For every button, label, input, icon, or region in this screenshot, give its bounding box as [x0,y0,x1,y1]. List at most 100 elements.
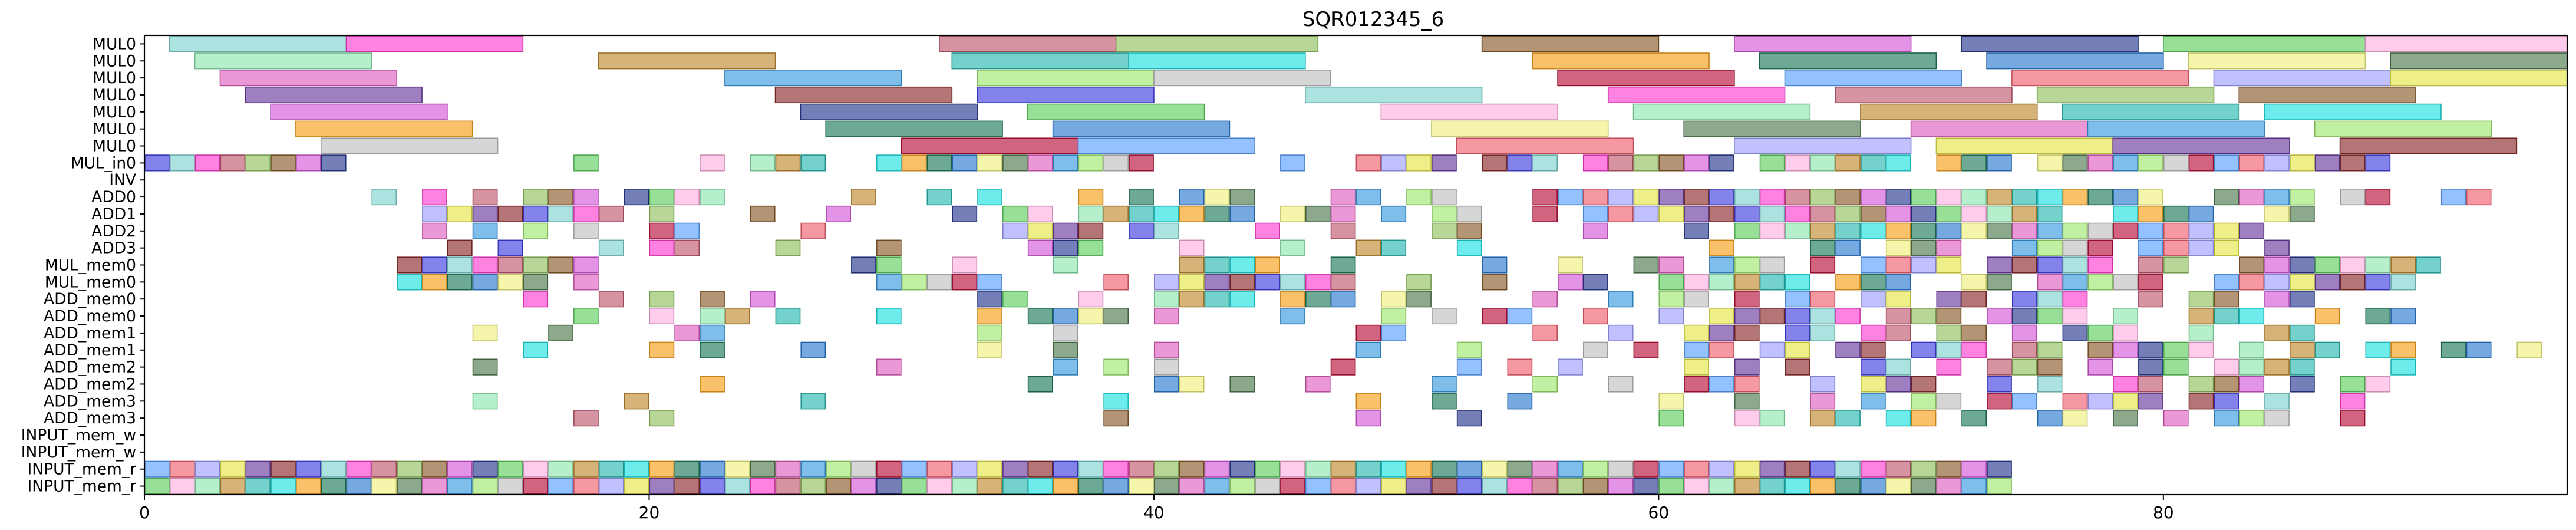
slot-row-25-21 [674,460,700,478]
slot-row-18-92 [2466,341,2492,358]
slot-row-13-28 [851,256,876,274]
slot-row-15-40 [1153,291,1179,308]
slot-row-10-78 [2113,205,2138,223]
slot-row-26-34 [1002,478,1028,495]
slot-row-7-84 [2264,154,2290,172]
bar-row-0-1 [345,35,524,52]
slot-row-11-79 [2138,222,2163,239]
slot-row-12-35 [1027,239,1053,256]
slot-row-15-20 [649,291,675,308]
slot-row-20-69 [1885,376,1911,393]
slot-row-26-47 [1330,478,1356,495]
slot-row-9-56 [1558,189,1583,206]
slot-row-14-85 [2290,274,2315,291]
slot-row-11-20 [649,222,675,239]
slot-row-25-57 [1582,460,1608,478]
slot-row-25-42 [1204,460,1230,478]
slot-row-10-27 [826,205,851,223]
slot-row-25-15 [523,460,549,478]
slot-row-11-37 [1078,222,1104,239]
slot-row-20-68 [1861,376,1886,393]
slot-row-16-20 [649,307,675,325]
slot-row-13-69 [1885,256,1911,274]
slot-row-13-59 [1633,256,1659,274]
slot-row-21-51 [1432,393,1457,410]
slot-row-21-54 [1507,393,1533,410]
slot-row-26-8 [346,478,372,495]
slot-row-12-80 [2163,239,2189,256]
bar-row-2-1 [724,70,902,87]
slot-row-10-71 [1936,205,1962,223]
slot-row-10-47 [1330,205,1356,223]
slot-row-25-20 [649,460,675,478]
slot-row-15-75 [2037,291,2063,308]
slot-row-13-12 [447,256,473,274]
slot-row-7-49 [1381,154,1407,172]
slot-row-21-19 [624,393,649,410]
slot-row-15-42 [1204,291,1230,308]
slot-row-12-18 [598,239,624,256]
bar-row-2-7 [2213,70,2392,87]
slot-row-17-63 [1734,324,1760,341]
slot-row-20-79 [2138,376,2163,393]
slot-row-12-81 [2188,239,2214,256]
bar-row-5-7 [2314,120,2492,137]
slot-row-7-71 [1936,154,1962,172]
slot-row-26-65 [1785,478,1810,495]
slot-row-7-60 [1658,154,1684,172]
slot-row-21-48 [1355,393,1381,410]
slot-row-10-61 [1684,205,1709,223]
slot-row-17-48 [1355,324,1381,341]
x-tick-label: 20 [639,503,660,522]
slot-row-14-15 [523,274,549,291]
slot-row-25-8 [346,460,372,478]
slot-row-7-0 [144,154,170,172]
slot-row-7-29 [876,154,902,172]
slot-row-11-77 [2087,222,2113,239]
slot-row-7-33 [977,154,1002,172]
slot-row-10-34 [1002,205,1028,223]
slot-row-9-60 [1658,189,1684,206]
bar-row-4-2 [1027,103,1205,120]
slot-row-26-9 [371,478,397,495]
slot-row-18-26 [800,341,826,358]
y-tick-label: INPUT_mem_r [27,478,136,496]
slot-row-22-63 [1734,410,1760,427]
slot-row-10-12 [447,205,473,223]
y-tick-label: ADD_mem1 [44,324,136,343]
slot-row-14-30 [901,274,927,291]
slot-row-12-66 [1810,239,1836,256]
y-tick-label: ADD0 [91,188,136,206]
bar-row-2-2 [977,70,1155,87]
slot-row-9-64 [1759,189,1785,206]
slot-row-10-73 [1987,205,2012,223]
slot-row-9-43 [1229,189,1255,206]
slot-row-21-63 [1734,393,1760,410]
slot-row-17-13 [472,324,498,341]
slot-row-18-48 [1355,341,1381,358]
slot-row-25-5 [271,460,296,478]
slot-row-18-59 [1633,341,1659,358]
slot-row-13-79 [2138,256,2163,274]
slot-row-9-33 [977,189,1002,206]
slot-row-25-10 [397,460,422,478]
slot-row-25-29 [876,460,902,478]
slot-row-9-82 [2214,189,2239,206]
slot-row-25-4 [245,460,271,478]
slot-row-7-35 [1027,154,1053,172]
slot-row-7-34 [1002,154,1028,172]
slot-row-14-89 [2390,274,2416,291]
slot-row-12-45 [1280,239,1305,256]
slot-row-25-67 [1835,460,1861,478]
slot-row-25-40 [1153,460,1179,478]
bar-row-1-1 [598,52,776,70]
slot-row-9-73 [1987,189,2012,206]
slot-row-11-61 [1684,222,1709,239]
slot-row-19-84 [2264,358,2290,376]
slot-row-9-76 [2062,189,2088,206]
slot-row-26-71 [1936,478,1962,495]
slot-row-7-75 [2037,154,2063,172]
slot-row-19-36 [1053,358,1078,376]
slot-row-12-20 [649,239,675,256]
slot-row-13-60 [1658,256,1684,274]
